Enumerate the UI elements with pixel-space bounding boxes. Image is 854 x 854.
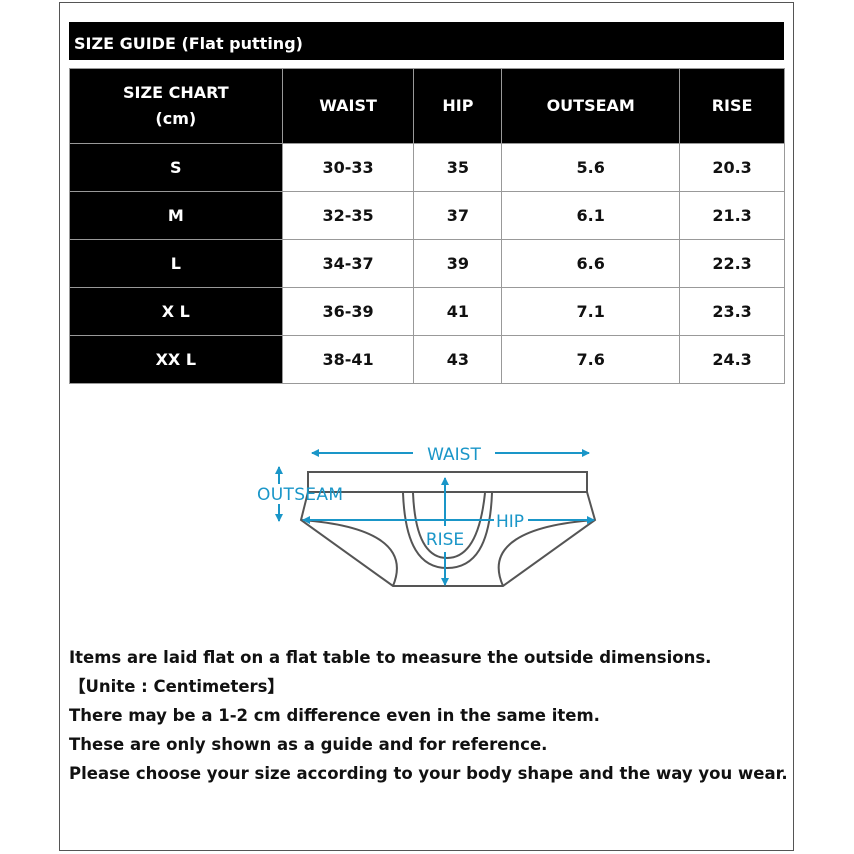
value-cell: 37 (413, 191, 503, 240)
page-title: SIZE GUIDE (Flat putting) (69, 22, 784, 60)
value-cell: 41 (413, 287, 503, 336)
size-cell: S (69, 143, 283, 192)
value-cell: 6.1 (501, 191, 681, 240)
waist-label: WAIST (427, 445, 481, 465)
rise-label: RISE (426, 530, 464, 550)
measurement-arrows (275, 449, 595, 586)
value-cell: 5.6 (501, 143, 681, 192)
note-line: There may be a 1-2 cm difference even in… (69, 706, 600, 725)
header-size-chart: SIZE CHART (cm) (69, 68, 283, 144)
value-cell: 34-37 (281, 239, 415, 288)
table-row: XX L 38-41 43 7.6 24.3 (69, 335, 785, 384)
brief-outline (299, 471, 597, 587)
note-line: Items are laid flat on a flat table to m… (69, 648, 712, 667)
outseam-label: OUTSEAM (257, 485, 343, 505)
value-cell: 23.3 (679, 287, 785, 336)
page-frame (59, 2, 794, 851)
header-outseam: OUTSEAM (501, 68, 681, 144)
value-cell: 38-41 (281, 335, 415, 384)
table-row: S 30-33 35 5.6 20.3 (69, 143, 785, 192)
size-cell: X L (69, 287, 283, 336)
hip-label: HIP (496, 512, 524, 532)
size-cell: XX L (69, 335, 283, 384)
size-cell: M (69, 191, 283, 240)
value-cell: 35 (413, 143, 503, 192)
note-line: These are only shown as a guide and for … (69, 735, 548, 754)
value-cell: 36-39 (281, 287, 415, 336)
note-line: Please choose your size according to you… (69, 764, 788, 783)
value-cell: 7.6 (501, 335, 681, 384)
value-cell: 20.3 (679, 143, 785, 192)
notes: Items are laid flat on a flat table to m… (69, 643, 789, 788)
table-header-row: SIZE CHART (cm) WAIST HIP OUTSEAM RISE (69, 68, 785, 144)
value-cell: 22.3 (679, 239, 785, 288)
value-cell: 32-35 (281, 191, 415, 240)
note-line: 【Unite : Centimeters】 (69, 677, 284, 696)
table-row: M 32-35 37 6.1 21.3 (69, 191, 785, 240)
size-cell: L (69, 239, 283, 288)
header-hip: HIP (413, 68, 503, 144)
header-waist: WAIST (281, 68, 415, 144)
value-cell: 24.3 (679, 335, 785, 384)
header-rise: RISE (679, 68, 785, 144)
